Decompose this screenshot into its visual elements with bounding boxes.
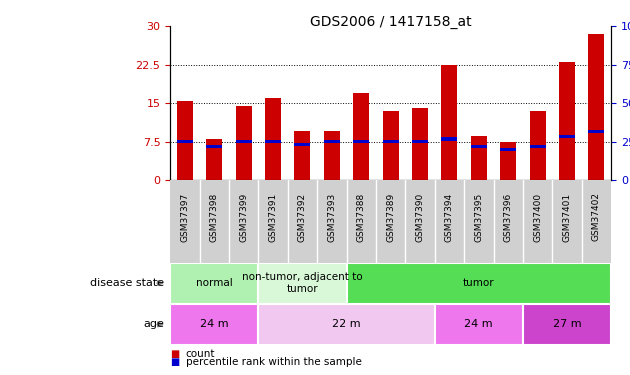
- Text: ■: ■: [170, 350, 180, 359]
- Bar: [236, 106, 252, 180]
- Text: 27 m: 27 m: [553, 320, 581, 329]
- Bar: [324, 131, 340, 180]
- Text: age: age: [143, 320, 164, 329]
- Bar: [500, 142, 517, 180]
- Text: normal: normal: [196, 278, 232, 288]
- Text: ■: ■: [170, 357, 180, 367]
- Text: GSM37398: GSM37398: [210, 192, 219, 242]
- Text: GSM37392: GSM37392: [298, 192, 307, 242]
- Text: GSM37389: GSM37389: [386, 192, 395, 242]
- Bar: [441, 64, 457, 180]
- Text: GSM37395: GSM37395: [474, 192, 483, 242]
- Bar: [265, 140, 281, 143]
- Bar: [382, 111, 399, 180]
- Text: percentile rank within the sample: percentile rank within the sample: [186, 357, 362, 367]
- Bar: [176, 100, 193, 180]
- Bar: [294, 142, 311, 146]
- Bar: [170, 262, 258, 304]
- Bar: [588, 130, 605, 133]
- Text: tumor: tumor: [463, 278, 495, 288]
- Bar: [500, 148, 517, 151]
- Bar: [559, 62, 575, 180]
- Text: disease state: disease state: [89, 278, 164, 288]
- Bar: [206, 145, 222, 148]
- Bar: [324, 140, 340, 143]
- Bar: [523, 304, 611, 345]
- Text: 24 m: 24 m: [200, 320, 229, 329]
- Text: GDS2006 / 1417158_at: GDS2006 / 1417158_at: [310, 15, 471, 29]
- Text: 22 m: 22 m: [332, 320, 361, 329]
- Text: GSM37396: GSM37396: [504, 192, 513, 242]
- Bar: [294, 131, 311, 180]
- Bar: [588, 34, 605, 180]
- Text: GSM37402: GSM37402: [592, 192, 601, 242]
- Bar: [412, 140, 428, 143]
- Text: non-tumor, adjacent to
tumor: non-tumor, adjacent to tumor: [242, 272, 363, 294]
- Text: GSM37400: GSM37400: [533, 192, 542, 242]
- Bar: [346, 262, 611, 304]
- Bar: [559, 135, 575, 138]
- Bar: [529, 111, 546, 180]
- Text: GSM37401: GSM37401: [563, 192, 571, 242]
- Bar: [471, 136, 487, 180]
- Bar: [529, 145, 546, 148]
- Bar: [471, 145, 487, 148]
- Text: GSM37394: GSM37394: [445, 192, 454, 242]
- Bar: [258, 304, 435, 345]
- Bar: [353, 93, 369, 180]
- Bar: [435, 304, 523, 345]
- Bar: [258, 262, 347, 304]
- Text: GSM37397: GSM37397: [180, 192, 189, 242]
- Bar: [382, 140, 399, 143]
- Text: GSM37390: GSM37390: [416, 192, 425, 242]
- Text: GSM37399: GSM37399: [239, 192, 248, 242]
- Bar: [170, 304, 258, 345]
- Bar: [265, 98, 281, 180]
- Text: GSM37391: GSM37391: [268, 192, 277, 242]
- Text: GSM37388: GSM37388: [357, 192, 365, 242]
- Text: count: count: [186, 350, 215, 359]
- Bar: [353, 140, 369, 143]
- Text: 24 m: 24 m: [464, 320, 493, 329]
- Bar: [236, 140, 252, 143]
- Bar: [176, 140, 193, 143]
- Text: GSM37393: GSM37393: [328, 192, 336, 242]
- Bar: [441, 138, 457, 141]
- Bar: [206, 139, 222, 180]
- Bar: [412, 108, 428, 180]
